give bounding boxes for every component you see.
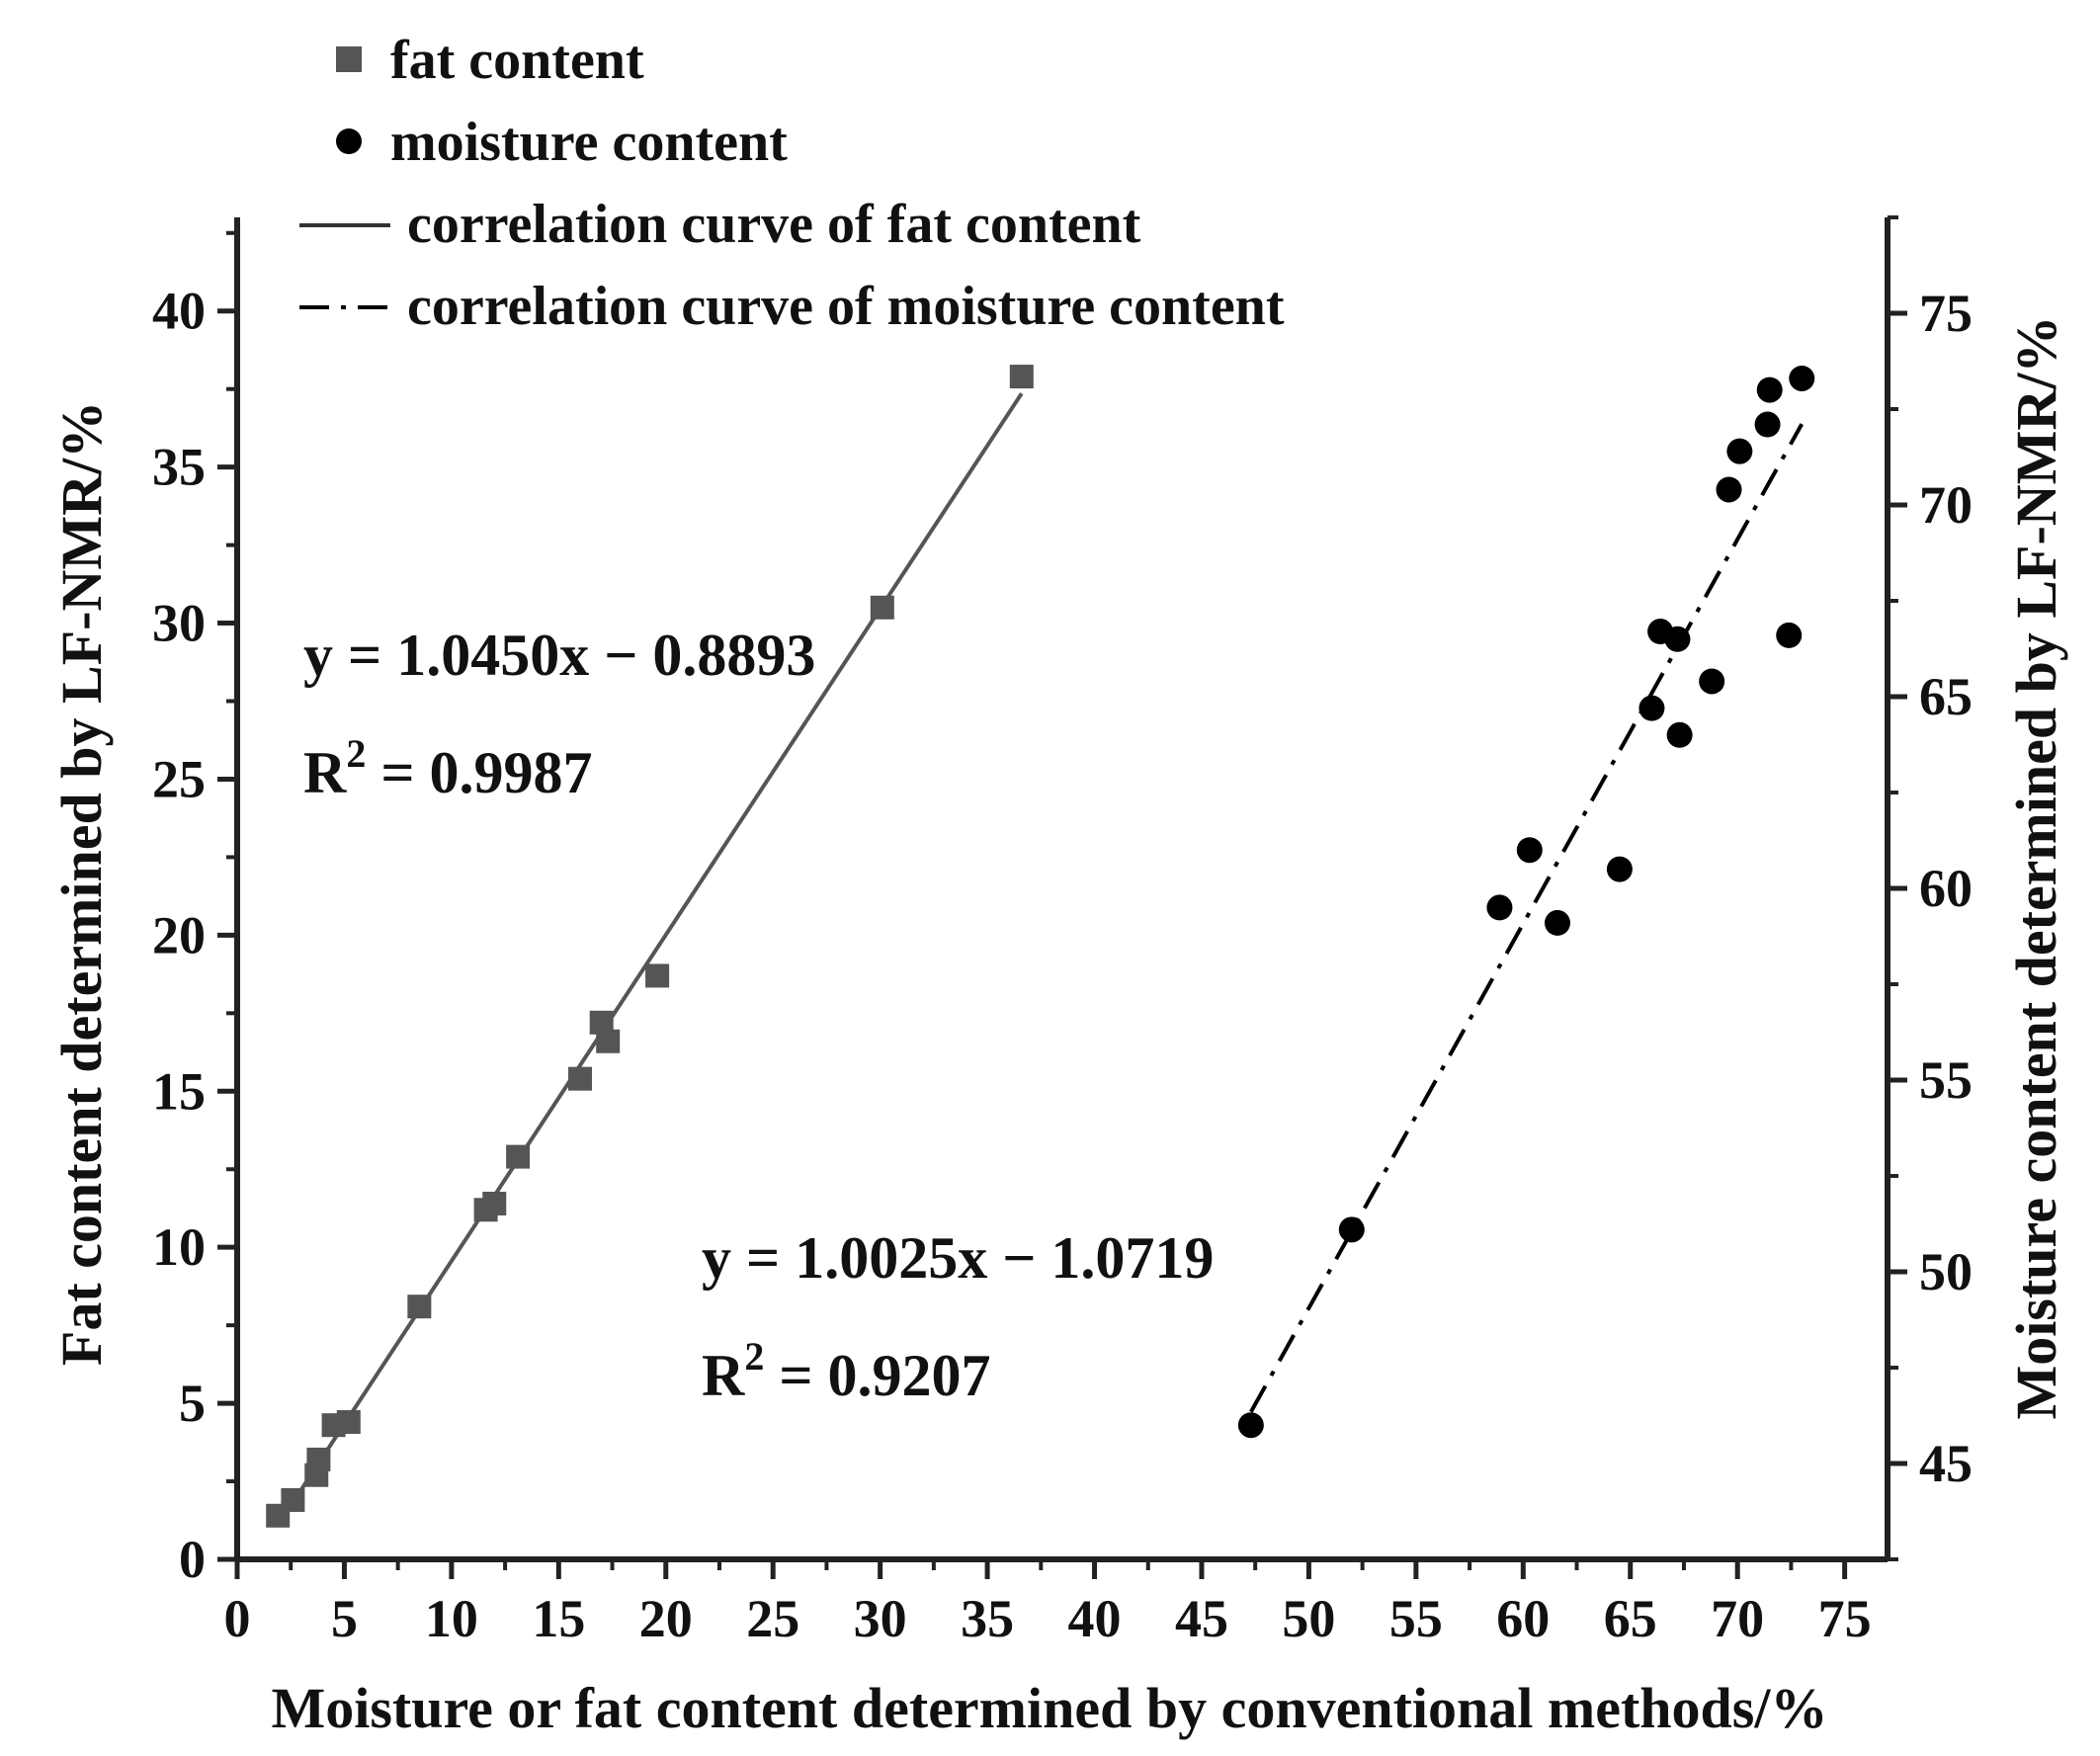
fat-point	[407, 1295, 432, 1319]
data-markers	[266, 365, 1815, 1528]
moisture-point	[1754, 411, 1781, 438]
fat-point	[506, 1144, 531, 1169]
x-tick-label: 40	[1068, 1589, 1122, 1648]
x-tick-label: 5	[331, 1589, 358, 1648]
y-right-tick-label: 55	[1919, 1050, 1973, 1110]
moisture-point	[1338, 1216, 1365, 1243]
fat-point	[306, 1447, 331, 1471]
legend-square-icon	[336, 46, 362, 72]
x-axis-label: Moisture or fat content determined by co…	[271, 1676, 1827, 1740]
y-right-tick-label: 70	[1919, 475, 1973, 535]
moisture-point	[1664, 626, 1691, 652]
fit-lines	[276, 392, 1804, 1527]
moisture-point	[1486, 894, 1513, 921]
legend-label: moisture content	[390, 112, 788, 173]
fat-point	[281, 1487, 305, 1512]
moisture-point	[1545, 909, 1570, 936]
fat-point	[482, 1191, 507, 1215]
x-tick-label: 0	[224, 1589, 251, 1648]
y-left-tick-label: 15	[152, 1061, 206, 1121]
fat-point	[568, 1066, 593, 1091]
y-axis-right-label: Moisture content determined by LF-NMR/%	[2004, 316, 2068, 1420]
axes: 0 5 10 15 20 25 30 35 40 45 50 55 60 65 70 75 0 5 10 15 20 25…	[152, 215, 1973, 1648]
annotation-moisture-r2: R2 = 0.9207	[702, 1334, 991, 1408]
x-tick-label: 75	[1818, 1589, 1872, 1648]
x-tick-label: 70	[1711, 1589, 1764, 1648]
y-right-tick-label: 65	[1919, 667, 1973, 726]
y-right-tick-label: 75	[1919, 284, 1973, 343]
fat-point	[336, 1410, 361, 1435]
annotation-fat-r2: R2 = 0.9987	[303, 731, 593, 805]
x-tick-label: 65	[1604, 1589, 1657, 1648]
moisture-point	[1666, 721, 1693, 748]
moisture-point	[1756, 376, 1783, 403]
y-left-tick-label: 5	[179, 1374, 206, 1433]
annotation-fat-equation: y = 1.0450x − 0.8893	[303, 623, 815, 688]
moisture-point	[1716, 476, 1742, 503]
legend-circle-icon	[336, 128, 362, 154]
x-tick-label: 35	[961, 1589, 1014, 1648]
legend-label: correlation curve of moisture content	[407, 276, 1285, 337]
moisture-point	[1606, 856, 1633, 882]
x-tick-label: 20	[639, 1589, 693, 1648]
moisture-point	[1726, 438, 1753, 464]
x-tick-label: 30	[854, 1589, 907, 1648]
y-right-tick-label: 60	[1919, 859, 1973, 918]
fit-line-moisture	[1249, 423, 1804, 1413]
x-tick-label: 60	[1496, 1589, 1550, 1648]
moisture-point	[1638, 695, 1665, 721]
y-axis-left-label: Fat content determined by LF-NMR/%	[49, 401, 114, 1366]
moisture-point	[1789, 365, 1815, 391]
y-right-tick-label: 45	[1919, 1434, 1973, 1493]
annotation-moisture-equation: y = 1.0025x − 1.0719	[702, 1225, 1214, 1291]
y-right-tick-label: 50	[1919, 1242, 1973, 1301]
x-tick-label: 50	[1282, 1589, 1335, 1648]
moisture-point	[1699, 668, 1725, 695]
legend: fat content moisture content correlation c…	[299, 30, 1285, 337]
y-left-tick-label: 35	[152, 438, 206, 497]
y-left-tick-label: 0	[179, 1530, 206, 1589]
y-left-tick-label: 25	[152, 749, 206, 808]
fat-point	[596, 1029, 621, 1053]
fat-point	[645, 963, 670, 988]
fit-line-fat	[276, 392, 1024, 1527]
moisture-point	[1776, 622, 1803, 648]
y-left-tick-label: 10	[152, 1217, 206, 1277]
moisture-point	[1516, 837, 1543, 864]
x-tick-label: 10	[425, 1589, 478, 1648]
x-tick-label: 25	[746, 1589, 799, 1648]
x-tick-label: 55	[1389, 1589, 1443, 1648]
fat-point	[1009, 365, 1034, 389]
fat-point	[870, 595, 894, 620]
y-left-tick-label: 40	[152, 282, 206, 341]
moisture-point	[1237, 1412, 1264, 1439]
legend-label: correlation curve of fat content	[407, 194, 1141, 255]
y-left-tick-label: 20	[152, 905, 206, 964]
legend-label: fat content	[390, 30, 644, 91]
y-left-tick-label: 30	[152, 594, 206, 653]
x-tick-label: 15	[532, 1589, 585, 1648]
x-tick-label: 45	[1175, 1589, 1228, 1648]
